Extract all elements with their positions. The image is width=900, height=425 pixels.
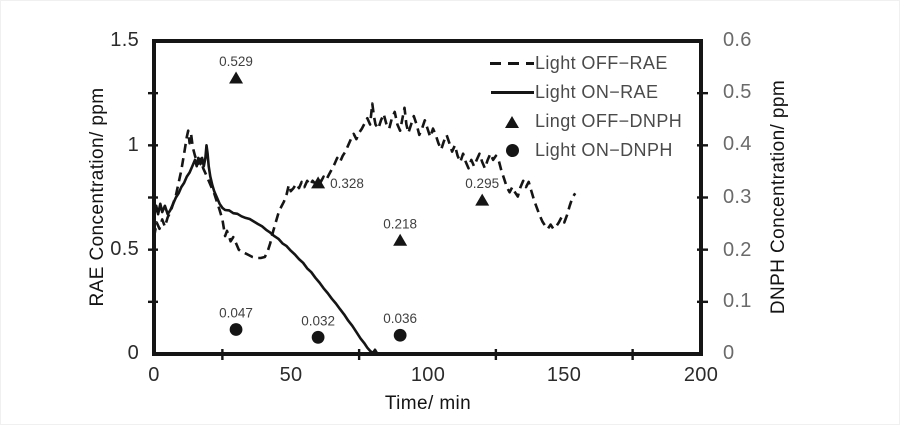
lingt-off-dnph-marker bbox=[311, 176, 326, 189]
light-on-dnph-point-label: 0.047 bbox=[219, 305, 253, 320]
light-off-rae-curve bbox=[152, 102, 577, 260]
legend-entry-light-off-dnph: Lingt OFF−DNPH bbox=[489, 107, 682, 136]
lingt-off-dnph-point-label: 0.295 bbox=[465, 176, 499, 191]
legend-entry-light-on-dnph: Light ON−DNPH bbox=[489, 136, 682, 165]
triangle-marker-key-icon bbox=[489, 115, 535, 128]
circle-marker-key-icon bbox=[489, 144, 535, 157]
lingt-off-dnph-marker bbox=[393, 233, 408, 246]
lingt-off-dnph-marker bbox=[475, 193, 490, 206]
left-axis-tick-0: 0 bbox=[127, 342, 139, 364]
x-axis-tick-100: 100 bbox=[410, 364, 446, 386]
left-axis-tick-1: 1 bbox=[127, 134, 139, 156]
light-on-dnph-marker bbox=[229, 323, 243, 336]
x-axis-tick-50: 50 bbox=[279, 364, 303, 386]
right-axis-tick-0.4: 0.4 bbox=[723, 133, 752, 155]
legend-entry-light-off-rae: Light OFF−RAE bbox=[489, 49, 682, 78]
left-axis-tick-0.5: 0.5 bbox=[110, 238, 139, 260]
right-axis-tick-0.1: 0.1 bbox=[723, 290, 752, 312]
legend-label: Light ON−DNPH bbox=[535, 140, 673, 160]
legend-entry-light-on-rae: Light ON−RAE bbox=[489, 78, 682, 107]
light-on-rae-curve bbox=[152, 144, 380, 356]
lingt-off-dnph-point-label: 0.218 bbox=[383, 216, 417, 231]
lingt-off-dnph-marker bbox=[229, 71, 244, 84]
light-on-dnph-marker bbox=[311, 330, 325, 344]
lingt-off-dnph-point-label: 0.328 bbox=[330, 176, 364, 191]
solid-line-key-icon bbox=[489, 91, 535, 94]
right-axis-tick-0.6: 0.6 bbox=[723, 29, 752, 51]
left-axis-title: RAE Concentration/ ppm bbox=[87, 87, 108, 307]
legend: Light OFF−RAE Light ON−RAE Lingt OFF−DNP… bbox=[489, 49, 682, 165]
right-axis-tick-0.2: 0.2 bbox=[723, 239, 752, 261]
dashed-line-key-icon bbox=[489, 62, 535, 65]
x-axis-tick-200: 200 bbox=[683, 364, 719, 386]
legend-label: Light ON−RAE bbox=[535, 82, 659, 102]
legend-label: Lingt OFF−DNPH bbox=[535, 111, 683, 131]
x-axis-tick-150: 150 bbox=[546, 364, 582, 386]
x-axis-title: Time/ min bbox=[384, 393, 472, 414]
plot-border bbox=[152, 39, 703, 356]
light-on-dnph-marker bbox=[393, 328, 407, 342]
right-axis-tick-0.3: 0.3 bbox=[723, 186, 752, 208]
x-axis-tick-0: 0 bbox=[148, 364, 160, 386]
lingt-off-dnph-point-label: 0.529 bbox=[219, 54, 253, 69]
left-axis-tick-1.5: 1.5 bbox=[110, 29, 139, 51]
light-on-dnph-point-label: 0.032 bbox=[301, 313, 335, 328]
right-axis-title: DNPH Concentration/ ppm bbox=[768, 79, 789, 315]
right-axis-tick-0.5: 0.5 bbox=[723, 81, 752, 103]
light-on-dnph-point-label: 0.036 bbox=[383, 311, 417, 326]
right-axis-tick-0: 0 bbox=[723, 342, 735, 364]
legend-label: Light OFF−RAE bbox=[535, 53, 668, 73]
